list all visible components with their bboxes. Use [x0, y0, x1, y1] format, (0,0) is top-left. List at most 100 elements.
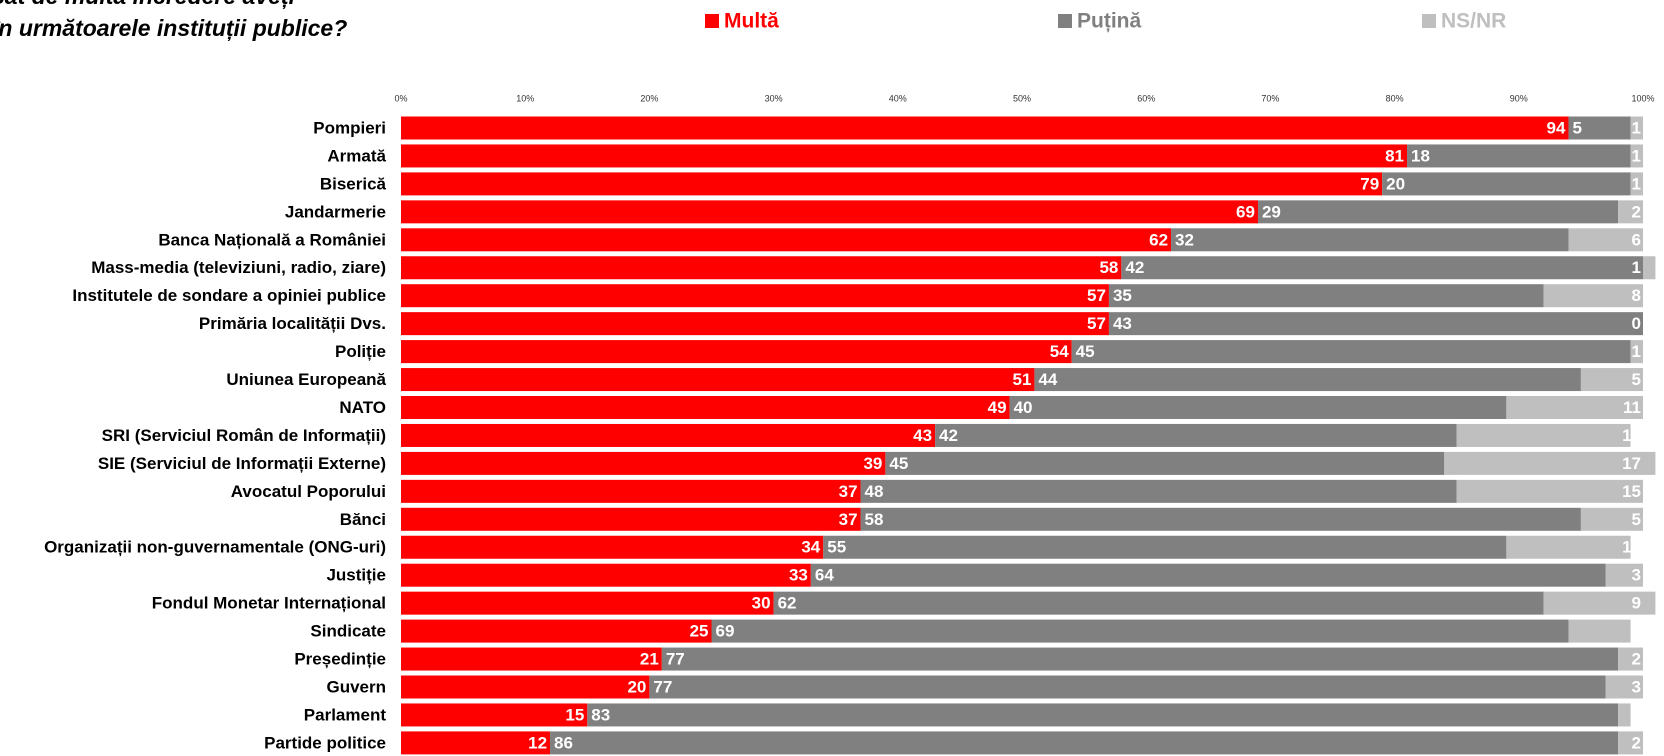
bar-segment — [401, 172, 1383, 196]
bar-segment — [401, 284, 1109, 308]
category-label: Președinție — [294, 650, 386, 669]
bar-segment — [401, 535, 824, 559]
bar-segment — [401, 256, 1122, 280]
value-label: 5 — [1632, 510, 1641, 529]
bar-segment — [1444, 451, 1656, 475]
category-label: Bănci — [340, 510, 386, 529]
x-tick-label: 10% — [516, 93, 534, 103]
category-label: Mass-media (televiziuni, radio, ziare) — [91, 258, 386, 277]
value-label: 37 — [839, 510, 858, 529]
bar-segment — [401, 619, 712, 643]
value-label: 32 — [1175, 230, 1194, 249]
bar-segment — [1618, 703, 1631, 727]
value-label: 14 — [1622, 426, 1641, 445]
bar-segment — [1618, 731, 1643, 755]
value-label: 20 — [1386, 174, 1405, 193]
bar-segment — [587, 703, 1619, 727]
value-label: 2 — [1632, 733, 1641, 752]
value-label: 42 — [939, 426, 958, 445]
bar-segment — [1257, 200, 1619, 224]
bar-segment — [1506, 396, 1643, 419]
bar-segment — [401, 116, 1569, 140]
bar-segment — [1171, 228, 1569, 252]
value-label: 3 — [1632, 566, 1641, 585]
value-label: 9 — [1632, 594, 1641, 613]
bar-segment — [773, 591, 1544, 615]
bar-segment — [401, 675, 650, 699]
value-label: 8 — [1632, 286, 1641, 305]
bar-segment — [1407, 144, 1631, 168]
value-label: 45 — [1076, 342, 1095, 361]
category-label: Sindicate — [310, 622, 386, 641]
category-label: SRI (Serviciul Român de Informații) — [102, 426, 386, 445]
value-label: 15 — [565, 705, 584, 724]
bar-segment — [823, 535, 1507, 559]
category-label: Partide politice — [264, 733, 386, 752]
bar-segment — [401, 563, 811, 587]
category-label: Avocatul Poporului — [231, 482, 386, 501]
value-label: 21 — [640, 650, 659, 669]
bar-segment — [401, 228, 1172, 252]
value-label: 49 — [988, 398, 1007, 417]
bar-segment — [661, 647, 1619, 671]
category-label: SIE (Serviciul de Informații Externe) — [98, 454, 386, 473]
bar-segment — [1580, 368, 1643, 392]
value-label: 94 — [1547, 118, 1566, 137]
bar-segment — [1618, 200, 1643, 224]
value-label: 1 — [1632, 258, 1641, 277]
value-label: 2 — [1632, 202, 1641, 221]
value-label: 48 — [865, 482, 884, 501]
value-label: 55 — [827, 538, 846, 557]
bar-segment — [1034, 368, 1581, 392]
x-tick-label: 30% — [765, 93, 783, 103]
value-label: 42 — [1125, 258, 1144, 277]
value-label: 51 — [1012, 370, 1031, 389]
category-label: NATO — [339, 398, 386, 417]
bar-segment — [1456, 479, 1643, 503]
value-label: 1 — [1632, 118, 1641, 137]
bar-segment — [1543, 284, 1643, 308]
x-tick-label: 20% — [640, 93, 658, 103]
value-label: 10 — [1622, 538, 1641, 557]
bar-segment — [401, 703, 588, 727]
value-label: 57 — [1087, 286, 1106, 305]
category-label: Institutele de sondare a opiniei publice — [72, 286, 386, 305]
category-label: Organizații non-guvernamentale (ONG-uri) — [44, 538, 386, 557]
legend-swatch — [1422, 14, 1436, 28]
category-label: Poliție — [335, 342, 386, 361]
category-label: Parlament — [304, 705, 387, 724]
bar-segment — [885, 451, 1445, 475]
bar-segment — [1580, 507, 1643, 531]
value-label: 33 — [789, 566, 808, 585]
x-tick-label: 0% — [394, 93, 407, 103]
value-label: 58 — [1099, 258, 1118, 277]
category-label: Jandarmerie — [285, 202, 386, 221]
bar-segment — [401, 368, 1035, 392]
bar-segment — [810, 563, 1606, 587]
bar-segment — [1630, 172, 1643, 196]
category-label: Biserică — [320, 174, 387, 193]
value-label: 12 — [528, 733, 547, 752]
value-label: 69 — [716, 622, 735, 641]
value-label: 3 — [1632, 677, 1641, 696]
value-label: 69 — [1236, 202, 1255, 221]
value-label: 79 — [1360, 174, 1379, 193]
value-label: 62 — [1149, 230, 1168, 249]
value-label: 30 — [752, 594, 771, 613]
x-tick-label: 40% — [889, 93, 907, 103]
bar-segment — [860, 479, 1457, 503]
value-label: 17 — [1622, 454, 1641, 473]
bar-segment — [1009, 396, 1507, 419]
bar-segment — [1108, 312, 1643, 336]
value-label: 57 — [1087, 314, 1106, 333]
category-label: Banca Națională a României — [158, 230, 386, 249]
bar-segment — [1506, 535, 1631, 559]
value-label: 15 — [1622, 482, 1641, 501]
legend-swatch — [705, 14, 719, 28]
bar-segment — [1456, 423, 1631, 447]
value-label: 44 — [1038, 370, 1057, 389]
value-label: 77 — [653, 677, 672, 696]
x-tick-label: 80% — [1386, 93, 1404, 103]
bar-segment — [1630, 340, 1643, 364]
